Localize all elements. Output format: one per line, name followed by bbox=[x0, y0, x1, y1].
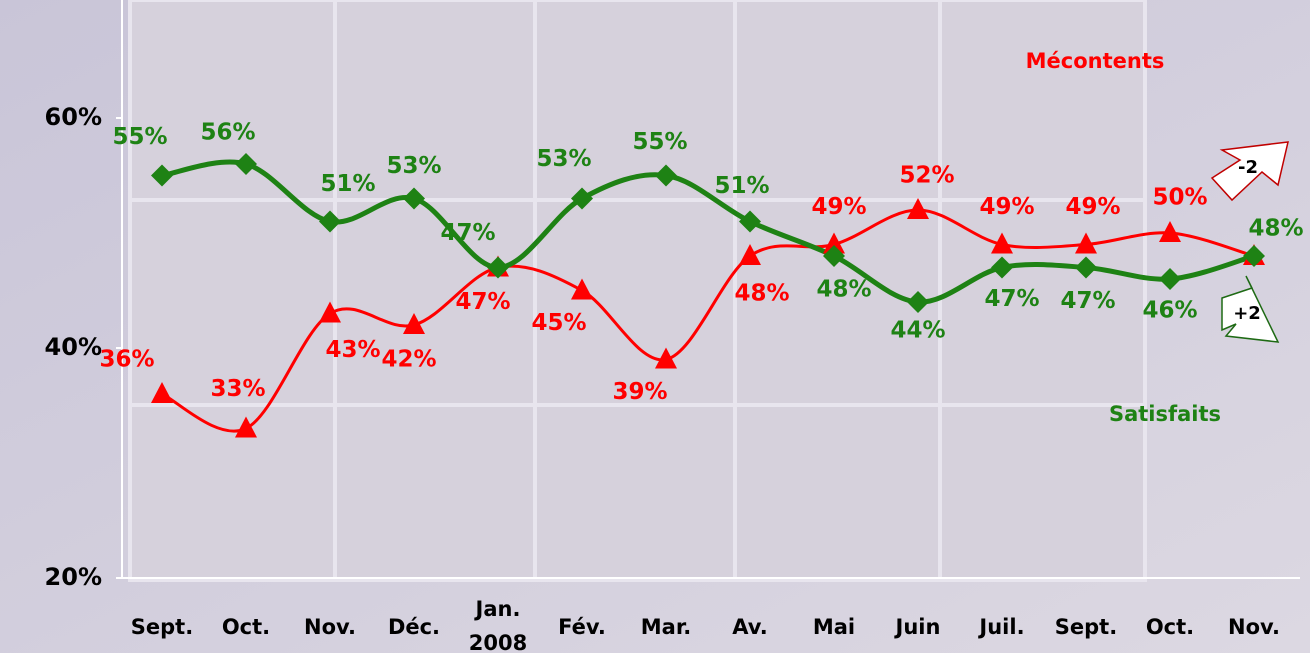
marker bbox=[403, 313, 425, 334]
data-label: 53% bbox=[536, 146, 591, 172]
marker bbox=[1243, 245, 1265, 267]
data-label: 49% bbox=[811, 194, 866, 220]
data-label: 47% bbox=[984, 286, 1039, 312]
marker bbox=[991, 232, 1013, 254]
data-label: 47% bbox=[455, 289, 510, 315]
marker bbox=[319, 301, 341, 323]
x-tick-label: Juin bbox=[894, 615, 941, 639]
data-label: 49% bbox=[1065, 194, 1120, 220]
marker bbox=[571, 187, 593, 210]
marker bbox=[907, 198, 929, 219]
data-label: 46% bbox=[1142, 298, 1197, 324]
marker bbox=[1159, 221, 1181, 242]
data-label: 50% bbox=[1152, 185, 1207, 211]
data-label: 51% bbox=[714, 173, 769, 199]
marker bbox=[1075, 232, 1097, 254]
marker bbox=[1075, 256, 1097, 279]
data-label: 48% bbox=[1248, 216, 1303, 242]
data-label: 55% bbox=[112, 124, 167, 150]
marker bbox=[1159, 268, 1181, 290]
data-label: 51% bbox=[320, 171, 375, 197]
down-arrow bbox=[1210, 141, 1289, 202]
x-tick-label: Nov. bbox=[1228, 615, 1280, 639]
data-label: 55% bbox=[632, 129, 687, 155]
marker bbox=[151, 164, 173, 187]
data-label: 48% bbox=[816, 277, 871, 303]
data-label: 36% bbox=[99, 347, 154, 373]
marker bbox=[991, 256, 1013, 279]
annotation: +2 bbox=[1233, 303, 1261, 324]
x-tick-label: Juil. bbox=[977, 615, 1024, 639]
x-tick-label: Mar. bbox=[641, 615, 691, 639]
x-tick-label: Fév. bbox=[558, 615, 606, 639]
marker bbox=[655, 347, 677, 369]
data-label: 53% bbox=[386, 153, 441, 179]
up-arrow bbox=[1221, 275, 1280, 343]
annotation: -2 bbox=[1238, 157, 1258, 178]
data-label: 49% bbox=[979, 194, 1034, 220]
photo-panels bbox=[128, 0, 1147, 582]
x-tick-label: Sept. bbox=[1055, 615, 1117, 639]
marker bbox=[571, 278, 593, 300]
legend-label: Mécontents bbox=[1026, 49, 1165, 73]
data-label: 47% bbox=[440, 220, 495, 246]
x-tick-label: Av. bbox=[732, 615, 767, 639]
x-tick-label: Sept. bbox=[131, 615, 193, 639]
marker bbox=[403, 187, 425, 210]
y-tick-label: 60% bbox=[45, 103, 102, 131]
x-tick-label: Mai bbox=[813, 615, 855, 639]
x-tick-label: Déc. bbox=[388, 615, 440, 639]
legend-label: Satisfaits bbox=[1109, 402, 1221, 426]
marker bbox=[739, 210, 761, 233]
data-label: 43% bbox=[325, 337, 380, 363]
marker bbox=[235, 416, 257, 438]
y-tick-label: 40% bbox=[45, 333, 102, 361]
marker bbox=[655, 164, 677, 187]
marker bbox=[907, 291, 929, 313]
data-label: 44% bbox=[890, 318, 945, 344]
marker bbox=[823, 232, 845, 254]
data-label: 33% bbox=[210, 376, 265, 402]
x-tick-label: Jan. 2008 bbox=[469, 597, 527, 653]
marker bbox=[739, 244, 761, 265]
y-tick-label: 20% bbox=[45, 563, 102, 591]
data-label: 52% bbox=[899, 163, 954, 189]
x-tick-label: Nov. bbox=[304, 615, 356, 639]
data-label: 47% bbox=[1060, 288, 1115, 314]
data-label: 45% bbox=[531, 310, 586, 336]
data-label: 56% bbox=[200, 120, 255, 146]
data-label: 42% bbox=[381, 347, 436, 373]
marker bbox=[319, 210, 341, 233]
x-tick-label: Oct. bbox=[1146, 615, 1194, 639]
marker bbox=[823, 245, 845, 267]
data-label: 48% bbox=[734, 281, 789, 307]
marker bbox=[235, 153, 257, 175]
marker bbox=[487, 256, 509, 279]
x-tick-label: Oct. bbox=[222, 615, 270, 639]
data-label: 39% bbox=[612, 379, 667, 405]
marker bbox=[151, 382, 173, 403]
